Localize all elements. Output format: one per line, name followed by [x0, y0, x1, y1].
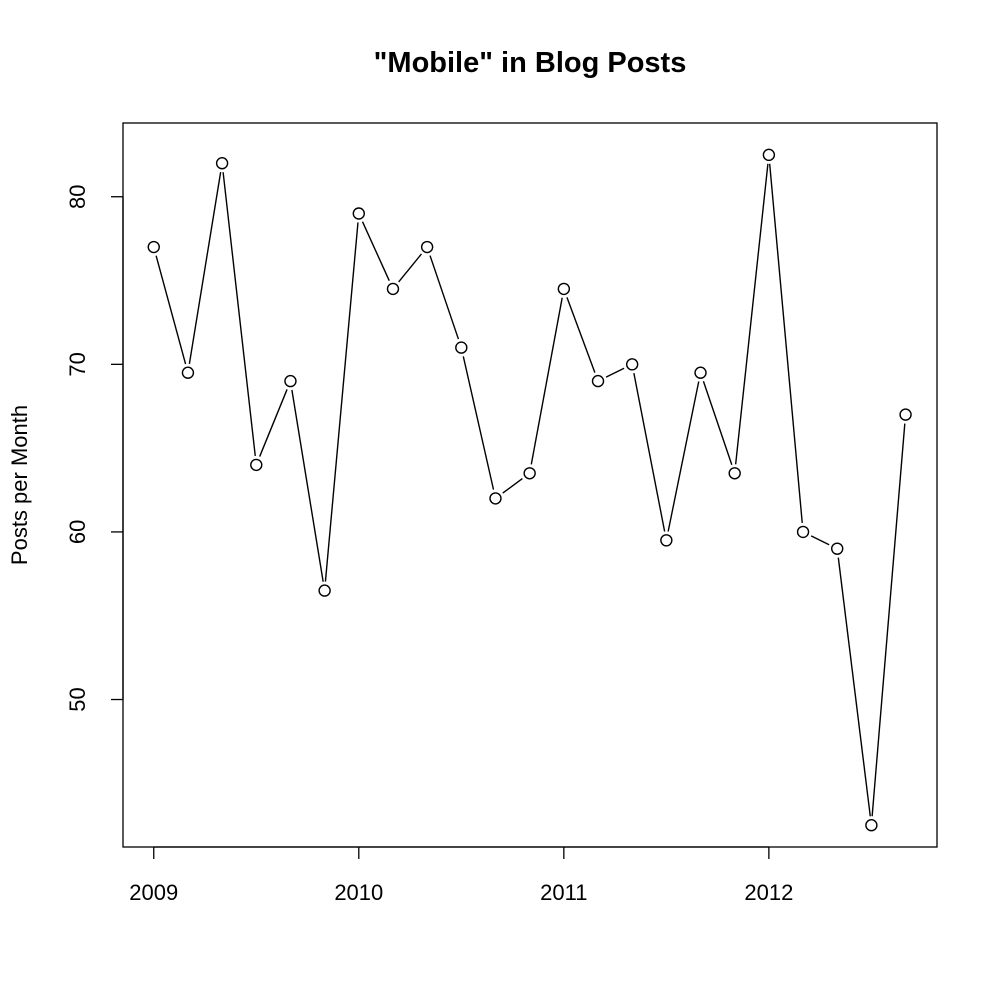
- y-tick-label: 70: [65, 352, 90, 376]
- y-tick-label: 80: [65, 184, 90, 208]
- series-line-segment: [188, 171, 222, 364]
- series-line-segment: [768, 163, 803, 524]
- series-line-segment: [530, 297, 563, 465]
- data-point: [523, 467, 536, 480]
- data-point: [147, 240, 160, 254]
- series-line-segment: [291, 389, 324, 582]
- data-point: [796, 525, 810, 539]
- data-point: [250, 458, 263, 472]
- data-point: [660, 534, 673, 547]
- series-line-segment: [429, 255, 460, 340]
- series-group: [147, 148, 912, 832]
- data-point: [386, 282, 400, 296]
- y-tick-label: 50: [65, 687, 90, 711]
- series-line-segment: [810, 535, 830, 546]
- series-line-segment: [502, 478, 523, 494]
- data-point: [420, 240, 434, 254]
- series-line-segment: [398, 253, 422, 283]
- series-line-segment: [361, 221, 390, 282]
- data-point: [489, 492, 502, 505]
- y-axis: 50 60 70 80: [65, 184, 124, 712]
- series-line-segment: [462, 356, 495, 490]
- data-point: [762, 148, 776, 162]
- data-point: [831, 542, 844, 555]
- y-axis-label: Posts per Month: [7, 405, 32, 565]
- data-point: [215, 157, 229, 170]
- x-axis: 2009 2010 2011 2012: [129, 846, 793, 905]
- x-tick-label: 2009: [129, 880, 178, 905]
- data-point: [865, 819, 878, 832]
- data-point: [625, 358, 639, 371]
- data-point: [455, 341, 468, 354]
- series-line-segment: [633, 373, 666, 532]
- series-line-segment: [155, 255, 187, 365]
- data-point: [591, 374, 605, 388]
- x-tick-label: 2010: [334, 880, 383, 905]
- y-tick-label: 60: [65, 520, 90, 544]
- series-line-segment: [667, 381, 700, 532]
- series-line-segment: [702, 381, 733, 465]
- series-line-segment: [605, 367, 625, 378]
- x-tick-label: 2011: [540, 880, 587, 905]
- series-line-segment: [837, 557, 871, 817]
- data-point: [557, 282, 571, 296]
- series-line-segment: [324, 222, 359, 582]
- chart-title: "Mobile" in Blog Posts: [374, 47, 687, 79]
- data-point: [352, 207, 365, 220]
- series-line-segment: [871, 423, 906, 817]
- series-line-segment: [734, 163, 769, 465]
- series-line-segment: [259, 389, 288, 457]
- data-point: [728, 467, 741, 480]
- data-point: [284, 374, 297, 388]
- data-point: [694, 366, 707, 379]
- plot-frame: [122, 122, 938, 848]
- series-line-segment: [566, 297, 596, 373]
- data-point: [318, 584, 331, 597]
- x-tick-label: 2012: [744, 880, 793, 905]
- data-point: [181, 366, 195, 379]
- series-line-segment: [222, 172, 256, 457]
- data-point: [899, 408, 912, 421]
